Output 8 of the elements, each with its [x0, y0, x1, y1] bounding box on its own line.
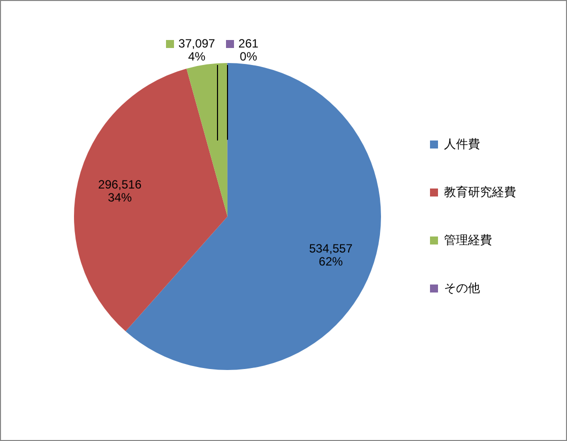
legend-label: 管理経費	[444, 232, 492, 247]
data-label: 261 0%	[238, 36, 259, 64]
legend-label: 人件費	[444, 136, 480, 151]
data-label: 37,097 4%	[178, 36, 216, 64]
data-label: 296,516 34%	[98, 177, 142, 204]
legend-label: その他	[444, 280, 480, 295]
legend-label: 教育研究経費	[444, 184, 516, 199]
data-label: 534,557 62%	[309, 242, 353, 269]
